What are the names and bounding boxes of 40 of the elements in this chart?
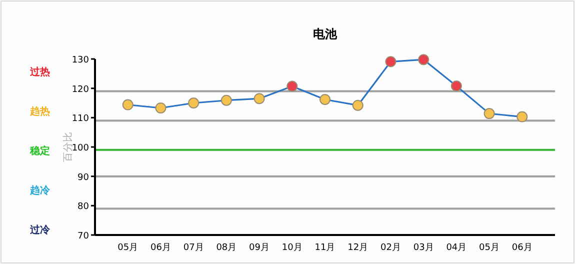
point (188, 98, 200, 108)
text: 过冷 (29, 224, 51, 236)
y-axis-title: 百分比 (62, 132, 74, 162)
point (220, 94, 232, 106)
y-tick-label: 100 (72, 144, 90, 154)
x-tick-label: 02月 (380, 243, 401, 253)
text: 过热 (29, 66, 50, 78)
point (155, 102, 166, 114)
x-tick-label: 12月 (348, 243, 368, 253)
x-tick-label: 08月 (216, 243, 237, 253)
y-tick-label: 70 (78, 232, 90, 242)
y-tick-label: 130 (72, 56, 90, 66)
x-tick-label: 06月 (150, 243, 171, 253)
point (450, 80, 462, 92)
point (484, 108, 495, 120)
chart-title: 电池 (313, 27, 338, 41)
x-tick-label: 07月 (183, 243, 204, 253)
point (352, 100, 364, 111)
x-tick-label: 05月 (479, 243, 500, 253)
point (122, 99, 134, 110)
y-tick-label: 120 (72, 84, 90, 95)
point (254, 93, 265, 104)
text: 稳定 (29, 145, 50, 157)
x-tick-label: 10月 (282, 243, 302, 253)
y-tick-label: 80 (78, 202, 90, 212)
point (418, 54, 430, 66)
point (320, 94, 330, 105)
x-tick-label: 11月 (314, 243, 336, 253)
point (286, 80, 298, 92)
y-tick-label: 90 (78, 172, 90, 183)
text: 趋冷 (29, 184, 51, 196)
x-tick-label: 06月 (512, 243, 532, 253)
x-tick-label: 05月 (118, 243, 138, 253)
x-tick-label: 04月 (446, 243, 467, 253)
text: 趋热 (29, 106, 50, 118)
x-tick-label: 03月 (413, 243, 434, 253)
y-tick-label: 110 (72, 114, 90, 124)
x-tick-label: 09月 (249, 243, 270, 253)
point (516, 111, 528, 122)
point (385, 56, 396, 68)
